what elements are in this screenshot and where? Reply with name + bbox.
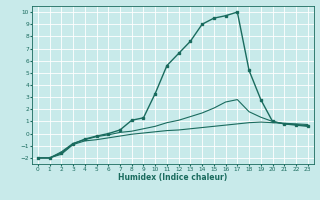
X-axis label: Humidex (Indice chaleur): Humidex (Indice chaleur) xyxy=(118,173,228,182)
